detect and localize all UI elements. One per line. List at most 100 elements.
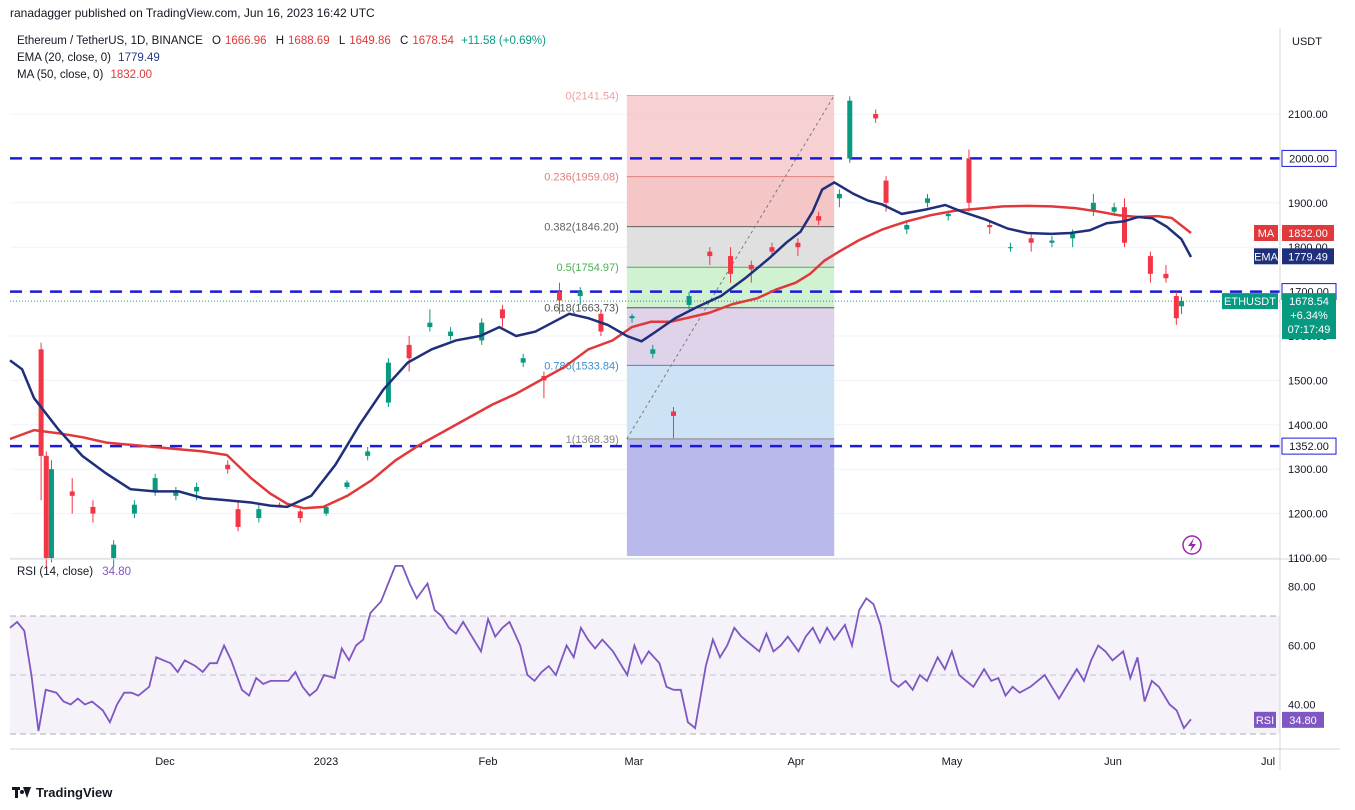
tradingview-logo-icon bbox=[12, 787, 31, 798]
candle-2022-11-09 bbox=[43, 455, 49, 558]
price-tick-label: 1500.00 bbox=[1288, 375, 1328, 387]
candle-2022-12-04 bbox=[173, 491, 179, 496]
badge-label: EMA bbox=[1254, 251, 1279, 263]
last-price-box bbox=[1282, 293, 1336, 340]
candle-2023-05-10 bbox=[987, 225, 993, 228]
candle-2022-11-10 bbox=[48, 469, 54, 558]
symbol-legend: Ethereum / TetherUS, 1D, BINANCE O 1666.9… bbox=[17, 35, 546, 47]
candle-2023-04-20 bbox=[883, 180, 889, 203]
candle-2023-04-03 bbox=[795, 242, 801, 248]
candle-2023-05-18 bbox=[1028, 238, 1034, 243]
horizontal-levels bbox=[10, 157, 1280, 448]
candle-2023-02-09 bbox=[520, 358, 526, 363]
badge-value-box bbox=[1281, 437, 1337, 455]
close-value: 1678.54 bbox=[412, 35, 454, 47]
last-countdown: 07:17:49 bbox=[1288, 324, 1331, 336]
badge-label: MA bbox=[1258, 228, 1275, 240]
rsi-label: RSI (14, close) bbox=[17, 566, 94, 578]
candle-2023-03-21 bbox=[728, 256, 734, 274]
last-pct: +6.34% bbox=[1290, 310, 1328, 322]
candle-2023-03-17 bbox=[707, 251, 713, 257]
candle-2023-01-10 bbox=[365, 451, 371, 456]
rsi-value-badge: RSI 34.80 bbox=[1254, 711, 1324, 728]
candle-2022-12-20 bbox=[256, 509, 262, 519]
rsi-badge-label-box bbox=[1254, 711, 1276, 728]
badge-value: 1352.00 bbox=[1289, 441, 1329, 453]
rsi-badge-label: RSI bbox=[1256, 715, 1274, 727]
candle-2023-01-26 bbox=[448, 331, 454, 336]
candle-2023-04-11 bbox=[836, 193, 842, 199]
price-tick-label: 1400.00 bbox=[1288, 420, 1328, 432]
candle-2023-03-06 bbox=[650, 349, 656, 354]
fib-level-label: 0.382(1846.20) bbox=[544, 222, 619, 234]
fib-zone bbox=[626, 365, 835, 439]
candle-2022-11-30 bbox=[152, 478, 158, 492]
candle-2022-12-14 bbox=[225, 464, 231, 470]
price-tick-label: 1200.00 bbox=[1288, 509, 1328, 521]
candle-2022-11-26 bbox=[131, 504, 137, 514]
high-value: 1688.69 bbox=[288, 35, 330, 47]
candle-2023-01-18 bbox=[406, 344, 412, 359]
candle-2023-06-03 bbox=[1111, 207, 1117, 212]
last-price-badge: ETHUSDT 1678.54 +6.34% 07:17:49 bbox=[1222, 293, 1336, 340]
candle-2023-03-25 bbox=[748, 264, 754, 270]
fib-level-label: 0.786(1533.84) bbox=[544, 360, 619, 372]
rsi-badge-value: 34.80 bbox=[1289, 715, 1317, 727]
low-value: 1649.86 bbox=[349, 35, 391, 47]
brand-name: TradingView bbox=[36, 785, 113, 800]
rsi-band-fill bbox=[10, 616, 1280, 734]
ema-value: 1779.49 bbox=[118, 52, 160, 64]
candle-2023-05-02 bbox=[945, 213, 951, 217]
rsi-legend: RSI (14, close) 34.80 bbox=[17, 566, 131, 578]
badge-value-box bbox=[1281, 149, 1337, 167]
fib-extension-zone bbox=[626, 438, 835, 556]
ema20-line bbox=[9, 180, 1193, 509]
fib-zone bbox=[626, 176, 835, 227]
price-tick-label: 1100.00 bbox=[1288, 553, 1327, 565]
rsi-panel: 40.00 60.00 80.00 RSI 34.80 bbox=[9, 565, 1324, 735]
badge-value-box bbox=[1282, 248, 1334, 265]
candle-2022-12-16 bbox=[235, 509, 241, 527]
candle-2023-05-26 bbox=[1070, 233, 1076, 239]
candle-2023-03-13 bbox=[686, 296, 692, 305]
badge-2000.00: 2000.00 bbox=[1281, 149, 1337, 167]
candle-2023-01-02 bbox=[323, 506, 329, 514]
time-tick-label: Apr bbox=[787, 756, 804, 768]
published-line: ranadagger published on TradingView.com,… bbox=[10, 6, 375, 20]
time-tick-label: May bbox=[942, 756, 963, 768]
rsi-tick-label: 40.00 bbox=[1288, 700, 1316, 712]
candle-2023-01-22 bbox=[427, 322, 433, 328]
last-symbol-box bbox=[1222, 293, 1278, 310]
ma-value: 1832.00 bbox=[110, 69, 153, 81]
change-value: +11.58 (+0.69%) bbox=[461, 35, 546, 47]
price-axis-unit: USDT bbox=[1292, 36, 1322, 48]
badge-value: 1779.49 bbox=[1288, 251, 1328, 263]
lightning-icon[interactable] bbox=[1182, 535, 1202, 555]
candle-2023-06-16 bbox=[1179, 301, 1185, 307]
candle-2023-06-13 bbox=[1163, 273, 1169, 279]
time-tick-label: 2023 bbox=[314, 756, 338, 768]
tradingview-branding[interactable]: TradingView bbox=[12, 785, 112, 800]
price-tick-label: 1900.00 bbox=[1288, 198, 1328, 210]
candles bbox=[38, 96, 1185, 567]
candle-2023-05-14 bbox=[1007, 247, 1013, 249]
candle-2023-04-24 bbox=[904, 225, 910, 230]
badge-1832.00: MA 1832.00 bbox=[1254, 224, 1334, 241]
candle-2022-11-08 bbox=[38, 349, 44, 456]
candle-2023-03-02 bbox=[629, 316, 635, 319]
candle-2023-02-16 bbox=[556, 291, 562, 301]
badge-value: 1832.00 bbox=[1288, 228, 1328, 240]
time-tick-label: Dec bbox=[155, 756, 175, 768]
candle-2022-11-22 bbox=[111, 544, 117, 558]
fib-level-label: 1(1368.39) bbox=[566, 434, 619, 446]
symbol-name: Ethereum / TetherUS, 1D, BINANCE bbox=[17, 35, 203, 47]
ma-label: MA (50, close, 0) bbox=[17, 69, 104, 81]
badge-label-box bbox=[1254, 224, 1278, 241]
price-tick-label: 2100.00 bbox=[1288, 109, 1328, 121]
candle-2022-12-28 bbox=[297, 511, 303, 519]
candle-2023-02-05 bbox=[499, 309, 505, 319]
candle-2023-02-20 bbox=[577, 291, 583, 297]
last-price: 1678.54 bbox=[1289, 296, 1329, 308]
last-symbol: ETHUSDT bbox=[1224, 296, 1276, 308]
